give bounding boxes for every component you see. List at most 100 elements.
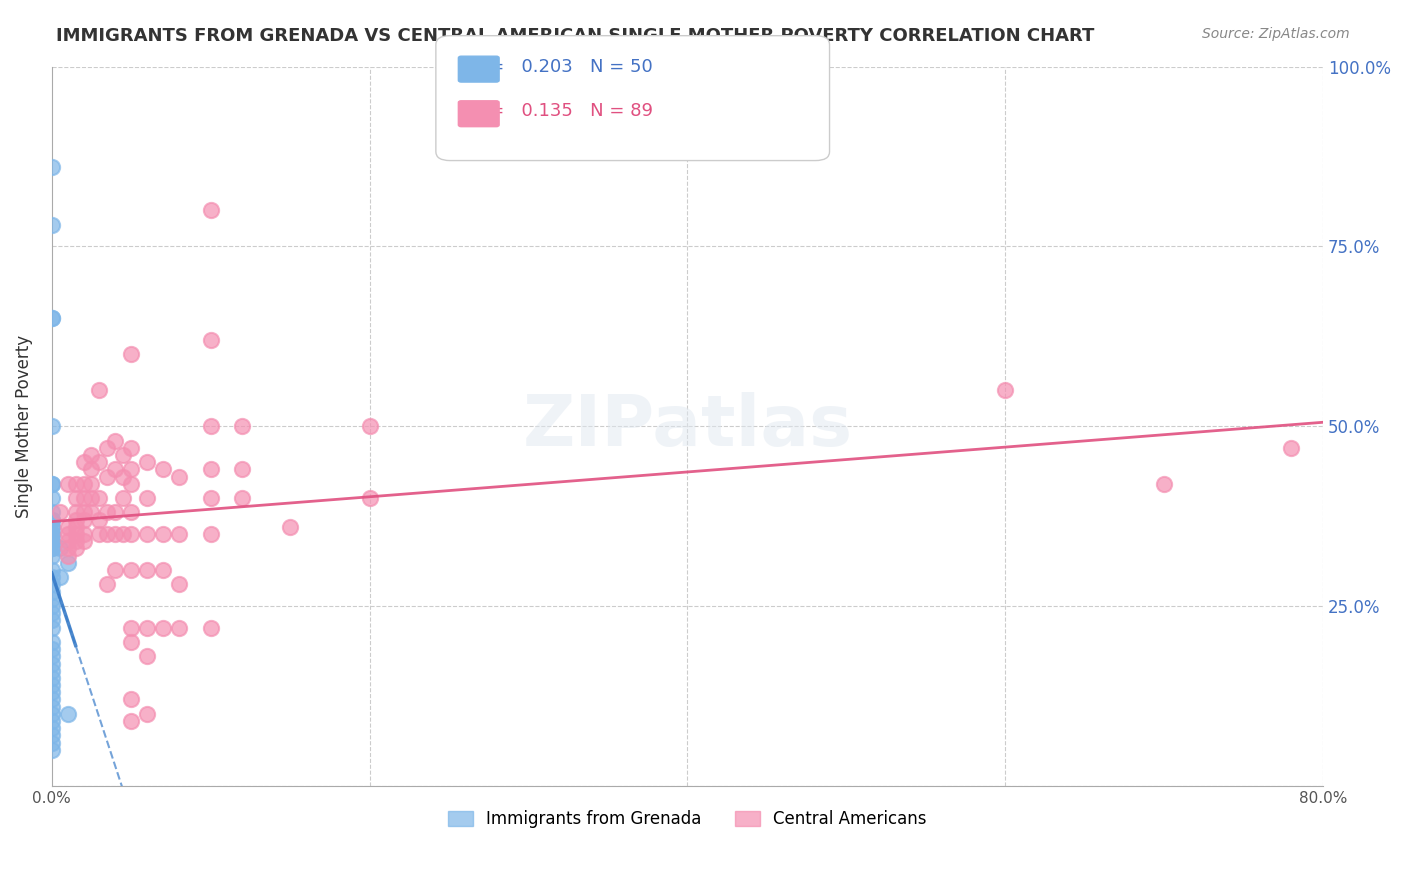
Point xyxy=(120,527,142,541)
Point xyxy=(359,491,381,505)
Point xyxy=(80,462,103,476)
Text: R =   0.203   N = 50: R = 0.203 N = 50 xyxy=(471,58,652,76)
Point xyxy=(167,621,190,635)
Point xyxy=(41,584,63,599)
Point xyxy=(65,541,87,556)
Point xyxy=(72,491,94,505)
Point xyxy=(72,476,94,491)
Point xyxy=(41,599,63,613)
Point xyxy=(41,491,63,505)
Point xyxy=(152,621,174,635)
Point xyxy=(41,606,63,620)
Point xyxy=(56,549,79,563)
Point xyxy=(41,520,63,534)
Point xyxy=(56,520,79,534)
Point xyxy=(41,534,63,549)
Point xyxy=(200,527,222,541)
Point xyxy=(41,311,63,326)
Point xyxy=(41,685,63,699)
Point xyxy=(89,527,111,541)
Point xyxy=(200,419,222,434)
Point xyxy=(56,534,79,549)
Point xyxy=(112,469,135,483)
Point xyxy=(41,534,63,549)
Point xyxy=(41,513,63,527)
Point xyxy=(120,635,142,649)
Point xyxy=(120,506,142,520)
Point xyxy=(152,462,174,476)
Point xyxy=(72,513,94,527)
Point xyxy=(41,527,63,541)
Point xyxy=(120,563,142,577)
Point xyxy=(65,513,87,527)
Point xyxy=(96,506,118,520)
Point xyxy=(167,527,190,541)
Point xyxy=(41,664,63,678)
Point xyxy=(41,570,63,584)
Point xyxy=(41,613,63,627)
Point xyxy=(65,534,87,549)
Point xyxy=(89,491,111,505)
Point xyxy=(120,714,142,728)
Point xyxy=(89,513,111,527)
Point xyxy=(136,527,159,541)
Point xyxy=(41,736,63,750)
Text: Source: ZipAtlas.com: Source: ZipAtlas.com xyxy=(1202,27,1350,41)
Point xyxy=(994,383,1017,397)
Point xyxy=(80,506,103,520)
Point xyxy=(104,462,127,476)
Point xyxy=(200,203,222,218)
Point xyxy=(41,549,63,563)
Point xyxy=(104,527,127,541)
Point xyxy=(56,556,79,570)
Point xyxy=(278,520,301,534)
Point xyxy=(359,419,381,434)
Point xyxy=(41,642,63,657)
Point xyxy=(120,347,142,361)
Point xyxy=(231,462,253,476)
Point xyxy=(112,527,135,541)
Legend: Immigrants from Grenada, Central Americans: Immigrants from Grenada, Central America… xyxy=(441,804,934,835)
Point xyxy=(136,706,159,721)
Point xyxy=(41,218,63,232)
Point xyxy=(41,520,63,534)
Point xyxy=(200,333,222,347)
Point xyxy=(96,441,118,455)
Point xyxy=(65,520,87,534)
Point xyxy=(41,649,63,664)
Point xyxy=(41,476,63,491)
Point xyxy=(96,527,118,541)
Point xyxy=(200,621,222,635)
Point xyxy=(120,692,142,706)
Point xyxy=(41,699,63,714)
Point xyxy=(65,506,87,520)
Point xyxy=(41,506,63,520)
Point xyxy=(96,577,118,591)
Point xyxy=(167,469,190,483)
Point xyxy=(56,706,79,721)
Point xyxy=(41,721,63,735)
Text: IMMIGRANTS FROM GRENADA VS CENTRAL AMERICAN SINGLE MOTHER POVERTY CORRELATION CH: IMMIGRANTS FROM GRENADA VS CENTRAL AMERI… xyxy=(56,27,1095,45)
Point xyxy=(120,476,142,491)
Point xyxy=(120,441,142,455)
Point xyxy=(1153,476,1175,491)
Point xyxy=(41,513,63,527)
Y-axis label: Single Mother Poverty: Single Mother Poverty xyxy=(15,334,32,517)
Point xyxy=(41,563,63,577)
Point xyxy=(136,621,159,635)
Point xyxy=(89,383,111,397)
Point xyxy=(112,448,135,462)
Point xyxy=(41,671,63,685)
Text: ZIPatlas: ZIPatlas xyxy=(523,392,852,460)
Point xyxy=(167,577,190,591)
Point xyxy=(48,506,70,520)
Point xyxy=(65,491,87,505)
Point xyxy=(80,476,103,491)
Point xyxy=(1279,441,1302,455)
Point xyxy=(65,527,87,541)
Point xyxy=(41,621,63,635)
Point xyxy=(231,419,253,434)
Point xyxy=(152,563,174,577)
Point xyxy=(41,591,63,606)
Point xyxy=(72,527,94,541)
